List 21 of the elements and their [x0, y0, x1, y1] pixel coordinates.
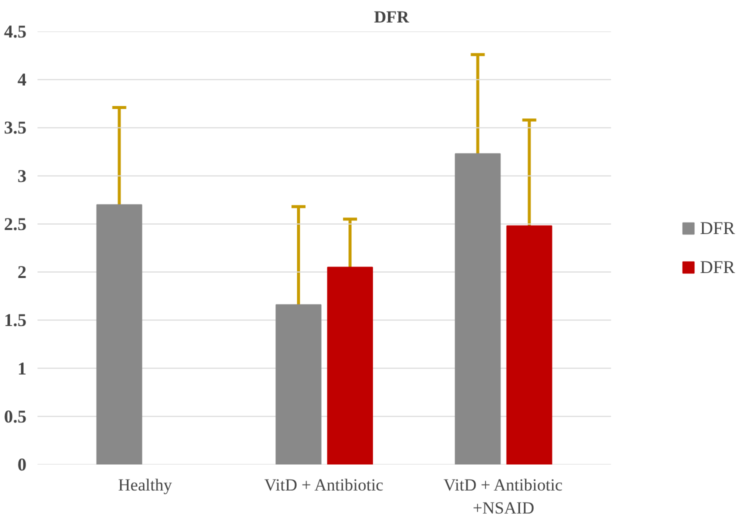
bar [276, 304, 322, 464]
legend-label: DFR [700, 256, 735, 278]
y-tick-label: 0.5 [4, 406, 26, 426]
y-tick-label: 3.5 [4, 118, 26, 138]
y-tick-label: 1.5 [4, 310, 26, 330]
bar [454, 153, 501, 464]
y-tick-label: 0 [18, 454, 26, 474]
x-tick-label: Healthy [118, 476, 172, 494]
bar [327, 266, 373, 464]
x-tick-label: VitD + Antibiotic +NSAID [444, 476, 564, 518]
y-tick-label: 4 [18, 70, 26, 90]
chart-title: DFR [374, 8, 410, 26]
bar [96, 204, 142, 464]
y-tick-label: 2 [18, 262, 26, 282]
y-tick-label: 4.5 [4, 22, 26, 42]
y-tick-label: 3 [18, 166, 26, 186]
y-tick-label: 2.5 [4, 214, 26, 234]
legend-label: DFR [700, 218, 735, 238]
bar [506, 225, 552, 464]
y-tick-label: 1 [18, 358, 26, 378]
x-tick-label: VitD + Antibiotic [264, 476, 384, 494]
